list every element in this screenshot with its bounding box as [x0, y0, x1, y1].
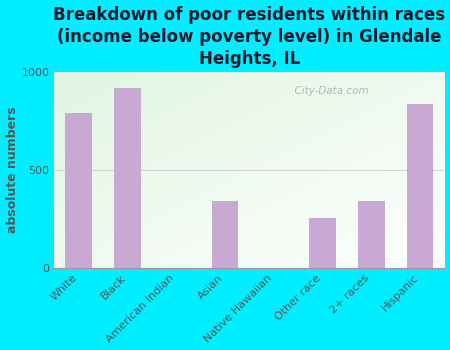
Bar [114, 88, 141, 268]
Title: Breakdown of poor residents within races
(income below poverty level) in Glendal: Breakdown of poor residents within races… [53, 6, 446, 68]
Bar [358, 201, 385, 268]
Bar [65, 113, 92, 268]
Bar [309, 218, 336, 268]
Text: City-Data.com: City-Data.com [288, 86, 369, 96]
Bar [407, 104, 433, 268]
Y-axis label: absolute numbers: absolute numbers [5, 107, 18, 233]
Bar [212, 201, 239, 268]
